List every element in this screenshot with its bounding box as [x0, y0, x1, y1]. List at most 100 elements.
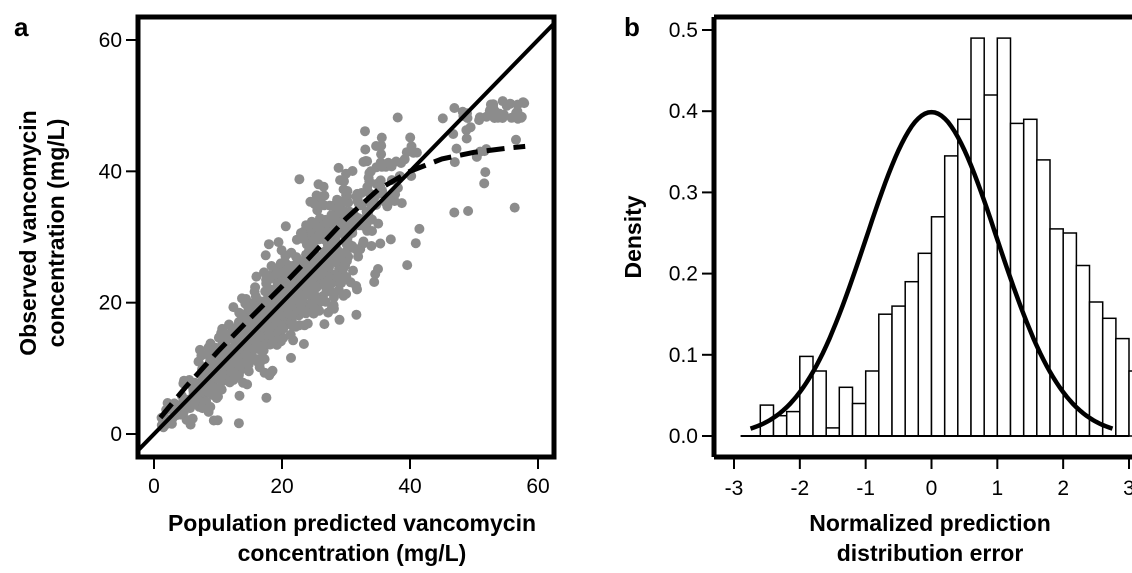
y-tick-label: 0.5 — [669, 19, 698, 42]
histogram-bar — [1036, 159, 1051, 437]
scatter-point — [371, 141, 382, 151]
scatter-point — [286, 352, 296, 363]
scatter-point — [263, 239, 274, 250]
scatter-point — [328, 303, 339, 314]
smoothed-trend-line — [158, 143, 526, 420]
panel-b-label: b — [624, 12, 640, 42]
histogram-bar — [983, 94, 999, 437]
y-axis-title: Density — [620, 195, 646, 278]
histogram-bar — [1049, 228, 1064, 437]
scatter-point — [202, 349, 213, 360]
scatter-point — [283, 308, 294, 319]
identity-line — [136, 22, 556, 452]
scatter-point — [265, 273, 276, 284]
scatter-point — [272, 310, 283, 320]
x-axis-title-line-1: Population predicted vancomycin — [168, 510, 536, 536]
x-tick-label: 40 — [398, 475, 421, 498]
scatter-point — [351, 191, 362, 202]
scatter-point — [353, 251, 364, 262]
x-axis-title-line-2: distribution error — [837, 540, 1024, 566]
scatter-point — [215, 374, 226, 385]
scatter-point — [242, 379, 253, 390]
scatter-point — [286, 247, 297, 258]
x-tick-label: 1 — [991, 477, 1003, 500]
scatter-point — [474, 115, 485, 126]
histogram-bar — [1101, 317, 1117, 437]
y-tick-label: 0.3 — [669, 181, 698, 204]
panel-a-plot-frame — [135, 14, 557, 460]
scatter-point — [451, 143, 462, 154]
histogram-bar — [838, 386, 854, 437]
panel-b: b -3 -2 -1 0 1 2 3 0.0 0.1 0.2 0.3 0.4 0.5 Normaliz… — [620, 12, 1132, 566]
scatter-point — [344, 240, 355, 250]
scatter-point — [287, 320, 298, 331]
x-tick-label: 2 — [1057, 477, 1069, 500]
scatter-point — [307, 299, 318, 310]
histogram-bar — [1088, 301, 1104, 437]
histogram-bar — [943, 155, 959, 437]
scatter-point — [218, 330, 229, 341]
histogram-bar — [996, 37, 1012, 437]
histogram-bar — [970, 37, 985, 437]
scatter-point — [405, 132, 416, 143]
scatter-point — [299, 289, 310, 300]
fit-lines — [136, 22, 556, 452]
scatter-point — [301, 239, 312, 250]
y-tick-label: 0.1 — [669, 344, 698, 367]
scatter-point — [516, 112, 527, 123]
scatter-point — [360, 144, 371, 155]
scatter-point — [449, 103, 460, 113]
scatter-point — [240, 349, 251, 360]
x-tick-label: 0 — [148, 475, 160, 498]
scatter-point — [189, 397, 200, 408]
x-axis-ticks: 0 20 40 60 — [148, 459, 550, 498]
scatter-point — [233, 418, 244, 429]
scatter-point — [320, 296, 331, 307]
histogram-bar — [799, 355, 814, 437]
scatter-point — [311, 190, 322, 201]
scatter-point — [208, 415, 219, 426]
scatter-point — [338, 184, 349, 195]
scatter-point — [326, 210, 337, 221]
scatter-point — [197, 403, 208, 414]
scatter-point — [250, 291, 261, 302]
scatter-point — [259, 367, 270, 378]
scatter-point — [324, 200, 335, 211]
histogram-bars — [740, 37, 1132, 437]
scatter-point — [385, 234, 396, 245]
scatter-point — [414, 223, 425, 234]
scatter-point — [250, 282, 261, 293]
x-axis-ticks: -3 -2 -1 0 1 2 3 — [725, 459, 1132, 500]
scatter-point — [228, 302, 239, 313]
x-tick-label: -3 — [725, 477, 744, 500]
scatter-point — [224, 377, 235, 388]
scatter-point — [280, 221, 291, 232]
scatter-point — [248, 317, 259, 328]
y-tick-label: 0.0 — [669, 425, 698, 448]
scatter-point — [360, 126, 370, 137]
x-axis-title-line-1: Normalized prediction — [809, 510, 1051, 536]
y-tick-label: 0.4 — [669, 100, 699, 123]
scatter-point — [365, 166, 376, 177]
scatter-point — [319, 319, 330, 330]
scatter-point — [373, 218, 384, 229]
scatter-point — [321, 217, 332, 228]
scatter-point — [410, 238, 421, 249]
scatter-point — [341, 272, 352, 283]
scatter-point — [376, 149, 387, 160]
scatter-point — [401, 147, 412, 158]
scatter-point — [267, 365, 278, 376]
scatter-point — [461, 125, 472, 136]
x-tick-label: 60 — [526, 475, 549, 498]
scatter-point — [358, 236, 369, 247]
x-tick-label: 0 — [926, 477, 938, 500]
scatter-point — [505, 98, 516, 109]
scatter-point — [382, 201, 393, 212]
scatter-points — [156, 96, 530, 433]
histogram-bar — [1022, 118, 1038, 437]
histogram-bar — [891, 305, 906, 437]
y-tick-label: 40 — [99, 160, 122, 183]
histogram-bar — [1128, 370, 1132, 437]
x-axis-title-line-2: concentration (mg/L) — [238, 540, 467, 566]
